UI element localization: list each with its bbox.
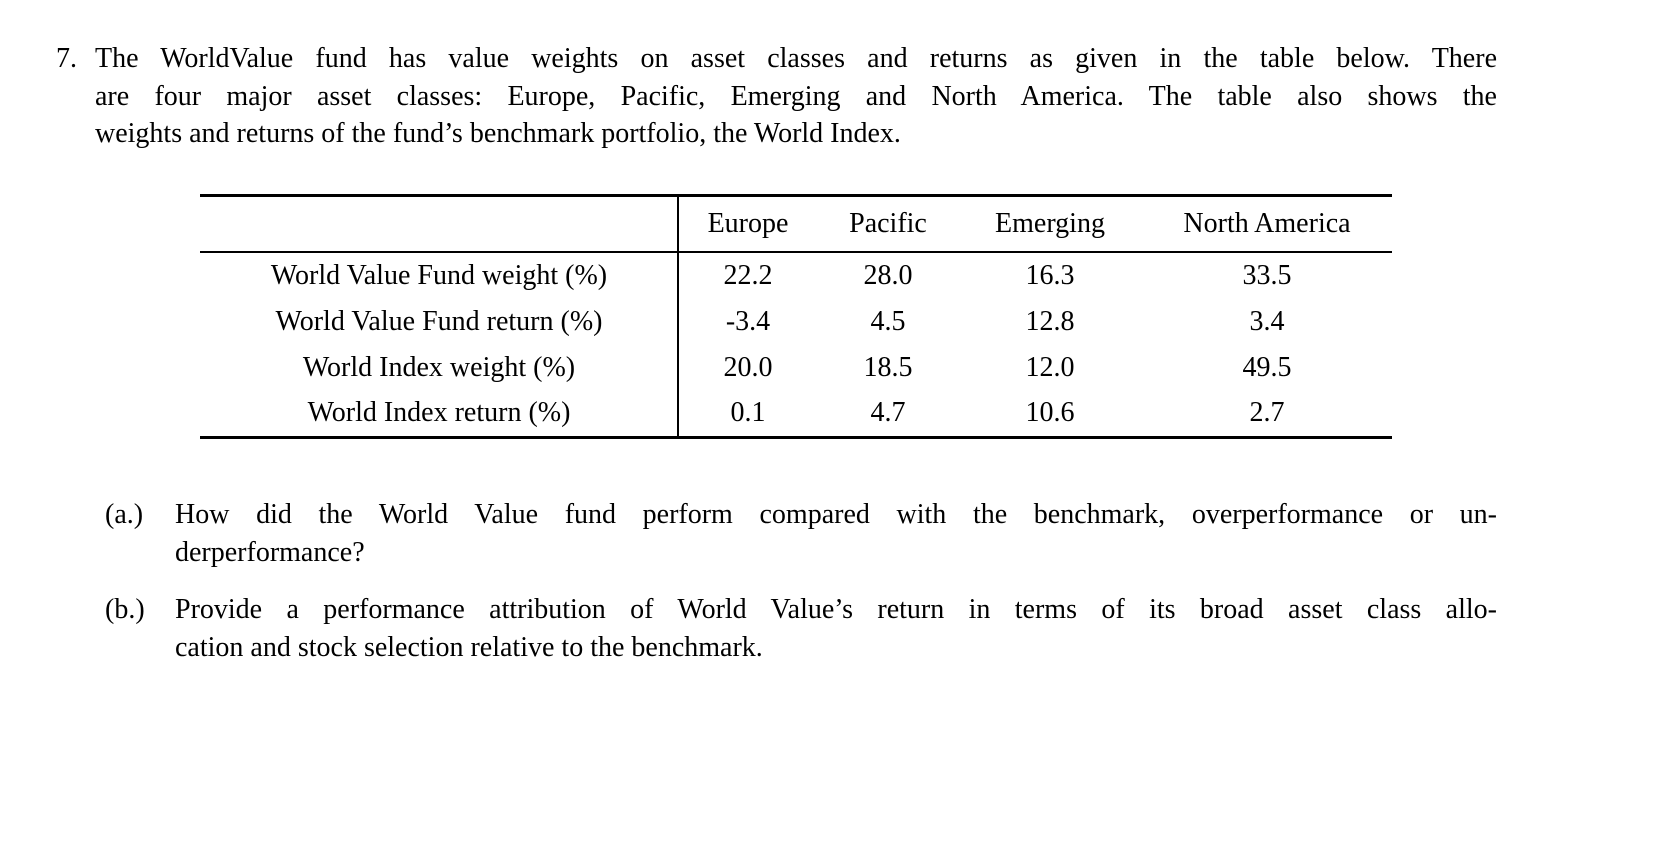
table-cell: 10.6 [1025,397,1075,429]
table-row: World Index weight (%) 20.0 18.5 12.0 49… [200,345,1392,391]
question-line: How did the World Value fund perform com… [175,499,1497,530]
table-cell: 28.0 [863,260,913,291]
table-cell: 22.2 [723,260,773,291]
question-a: (a.) How did the World Value fund perfor… [105,496,1497,572]
fund-table: Europe Pacific Emerging North America Wo… [200,194,1392,439]
table-cell: 16.3 [1025,260,1075,291]
table-cell: 20.0 [723,351,773,383]
table-cell: 0.1 [730,397,766,429]
question-line: cation and stock selection relative to t… [175,632,763,663]
table-row: World Value Fund return (%) -3.4 4.5 12.… [200,299,1392,345]
question-line: Provide a performance attribution of Wor… [175,594,1497,625]
table-row: World Index return (%) 0.1 4.7 10.6 2.7 [200,390,1392,436]
table-cell: 33.5 [1242,260,1292,291]
table-cell: -3.4 [725,305,771,337]
table-cell: 4.5 [870,305,906,337]
question-b-text: Provide a performance attribution of Wor… [175,591,1497,667]
table-cell: 49.5 [1242,351,1292,383]
row-label: World Value Fund return (%) [275,305,603,337]
table-cell: 3.4 [1249,305,1285,337]
question-line: derperformance? [175,537,365,568]
table-header-row: Europe Pacific Emerging North America [200,197,1392,253]
table-row: World Value Fund weight (%) 22.2 28.0 16… [200,253,1392,299]
column-header-emerging: Emerging [995,208,1105,239]
row-label: World Index weight (%) [302,351,576,383]
question-a-text: How did the World Value fund perform com… [175,496,1497,572]
table-cell: 2.7 [1249,397,1285,429]
problem-number: 7. [56,43,77,74]
row-label: World Value Fund weight (%) [270,260,608,291]
table-vertical-rule [677,197,679,436]
table-corner-cell [200,197,678,251]
question-b: (b.) Provide a performance attribution o… [105,591,1497,667]
problem-intro: The WorldValue fund has value weights on… [95,40,1497,153]
column-header-north-america: North America [1183,208,1351,239]
table-cell: 12.8 [1025,305,1075,337]
intro-line-1: The WorldValue fund has value weights on… [95,43,1497,74]
table-cell: 4.7 [870,397,906,429]
column-header-europe: Europe [707,208,789,239]
row-label: World Index return (%) [307,397,571,429]
table-cell: 18.5 [863,351,913,383]
table-cell: 12.0 [1025,351,1075,383]
intro-line-2: are four major asset classes: Europe, Pa… [95,80,1497,112]
column-header-pacific: Pacific [849,208,927,239]
question-b-marker: (b.) [105,594,145,625]
question-a-marker: (a.) [105,499,144,530]
intro-line-3: weights and returns of the fund’s benchm… [95,118,901,149]
